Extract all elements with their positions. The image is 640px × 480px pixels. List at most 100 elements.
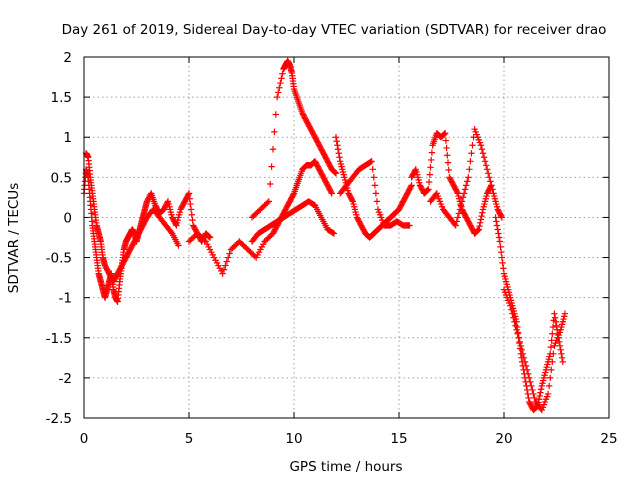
data-point <box>522 362 530 370</box>
data-point <box>201 236 208 244</box>
data-point <box>205 232 212 240</box>
data-point <box>521 358 529 366</box>
data-point <box>484 166 491 173</box>
data-point <box>460 190 468 197</box>
data-point <box>367 158 374 166</box>
data-point <box>523 366 531 374</box>
data-point <box>327 188 335 196</box>
data-point <box>371 182 379 189</box>
data-point <box>441 130 448 138</box>
data-point <box>186 195 193 202</box>
series-sat-track-E <box>248 198 338 245</box>
data-point <box>499 259 506 267</box>
data-point <box>223 258 230 265</box>
data-point <box>525 394 532 402</box>
y-tick-label: 0.5 <box>51 170 72 186</box>
data-point <box>206 233 213 241</box>
data-point <box>372 190 380 197</box>
data-point <box>513 326 520 333</box>
data-point <box>336 154 343 161</box>
data-point <box>516 338 523 345</box>
data-point <box>547 374 554 382</box>
data-point <box>370 174 377 181</box>
data-point <box>497 243 504 251</box>
series-sat-track-H <box>408 130 495 237</box>
data-point <box>477 219 484 226</box>
data-point <box>187 206 195 213</box>
plot-frame <box>83 56 610 419</box>
data-point <box>548 366 555 374</box>
data-point <box>251 253 258 260</box>
data-point <box>477 216 485 223</box>
data-point <box>408 182 415 189</box>
data-point <box>458 198 466 205</box>
data-point <box>517 342 524 349</box>
data-point <box>455 210 463 217</box>
data-point <box>427 164 434 171</box>
data-point <box>443 144 450 152</box>
data-point <box>185 191 192 198</box>
data-point <box>264 199 271 206</box>
data-point <box>514 330 521 337</box>
data-point <box>187 200 194 208</box>
data-point <box>172 220 179 228</box>
data-point <box>276 84 283 91</box>
data-point <box>493 222 501 229</box>
data-point <box>537 386 545 393</box>
data-point <box>185 190 193 197</box>
y-tick-label: -0.5 <box>46 251 72 267</box>
data-point <box>498 254 506 261</box>
series-sat-track-F <box>332 134 415 241</box>
data-point <box>457 202 465 209</box>
data-point <box>487 178 494 185</box>
data-point <box>530 390 537 398</box>
data-point <box>526 374 533 382</box>
data-point <box>461 186 469 193</box>
data-point <box>459 194 467 201</box>
data-point <box>368 158 375 165</box>
data-point <box>456 206 464 213</box>
y-tick-label: -1.5 <box>46 331 72 347</box>
data-point <box>452 222 459 229</box>
y-tick-label: -1 <box>59 291 72 307</box>
data-point <box>552 318 559 325</box>
data-point <box>492 214 499 221</box>
data-point <box>507 302 514 309</box>
data-point <box>498 249 505 256</box>
x-tick-label: 5 <box>185 431 194 447</box>
y-tick-label: 1.5 <box>51 90 72 106</box>
data-point <box>518 346 526 354</box>
data-point <box>478 212 485 220</box>
data-point <box>271 128 278 136</box>
data-point <box>333 138 340 145</box>
data-point <box>515 334 522 341</box>
data-point <box>519 350 527 358</box>
data-point <box>267 180 274 188</box>
data-point <box>544 390 552 398</box>
x-tick-label: 25 <box>600 431 617 447</box>
data-point <box>561 310 569 317</box>
series-sat-track-A <box>80 166 214 305</box>
data-point <box>328 190 335 197</box>
data-point <box>496 238 503 245</box>
x-tick-label: 20 <box>495 431 512 447</box>
data-point <box>330 230 338 237</box>
data-point <box>524 370 532 378</box>
data-point <box>553 322 560 329</box>
data-point <box>478 146 486 153</box>
data-point <box>556 338 563 345</box>
y-tick-label: -2 <box>59 371 72 387</box>
series-sat-track-D <box>248 57 340 221</box>
data-point <box>334 142 341 149</box>
data-point <box>206 234 214 241</box>
y-tick-label: 0 <box>63 210 72 226</box>
data-point <box>485 170 492 177</box>
data-point <box>222 262 229 269</box>
x-tick-label: 15 <box>390 431 407 447</box>
data-point <box>529 386 536 394</box>
data-point <box>508 306 515 313</box>
data-point <box>334 146 342 153</box>
data-point <box>189 216 196 224</box>
data-point <box>428 149 436 156</box>
data-point <box>164 199 171 206</box>
